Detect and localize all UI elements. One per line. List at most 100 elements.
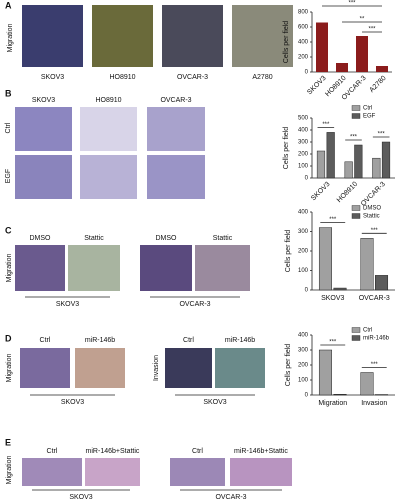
y-tick-label: 200 — [298, 55, 309, 61]
panel-label: D — [5, 333, 12, 343]
bar — [316, 150, 326, 179]
significance-label: ** — [360, 17, 365, 23]
panel-label: C — [5, 225, 12, 235]
bar — [356, 36, 368, 72]
y-tick-label: 400 — [298, 128, 309, 134]
y-tick-label: 100 — [298, 378, 309, 384]
x-tick-label: SKOV3 — [321, 295, 344, 302]
y-tick-label: 200 — [298, 152, 309, 158]
bar — [333, 287, 347, 291]
micrograph — [15, 245, 65, 291]
group-label: SKOV3 — [69, 494, 92, 500]
significance-label: *** — [371, 228, 379, 234]
bar — [375, 275, 389, 291]
y-tick-label: 200 — [298, 363, 309, 369]
micrograph — [85, 458, 140, 486]
y-axis-label: Cells per field — [283, 21, 290, 64]
bar — [316, 22, 328, 72]
row-label: Migration — [7, 24, 14, 53]
legend-swatch — [351, 335, 361, 341]
micrograph — [80, 155, 137, 199]
y-tick-label: 500 — [298, 116, 309, 122]
y-tick-label: 100 — [298, 164, 309, 170]
y-tick-label: 300 — [298, 348, 309, 354]
row-label: EGF — [5, 169, 12, 183]
bar — [333, 394, 347, 396]
micrograph — [80, 107, 137, 151]
micrograph — [232, 5, 293, 67]
image-label: HO8910 — [95, 97, 121, 104]
image-label: miR-146b — [85, 337, 115, 344]
bar — [360, 372, 374, 396]
row-label: Migration — [6, 456, 13, 485]
x-tick-label: Migration — [318, 400, 347, 407]
significance-label: *** — [322, 122, 330, 128]
bar — [326, 132, 335, 179]
y-tick-label: 100 — [298, 268, 309, 274]
legend-label: Stattic — [363, 214, 380, 220]
micrograph — [68, 245, 120, 291]
bar — [381, 141, 391, 179]
micrograph — [165, 348, 212, 388]
x-tick-label: SKOV3 — [310, 181, 332, 203]
micrograph — [20, 348, 70, 388]
y-tick-label: 200 — [298, 249, 309, 255]
y-axis-label: Cells per field — [285, 230, 292, 273]
x-tick-label: OVCAR-3 — [360, 181, 387, 208]
micrograph — [22, 5, 83, 67]
image-label: DMSO — [30, 235, 52, 242]
image-label: SKOV3 — [41, 74, 64, 81]
legend-swatch — [351, 105, 361, 111]
legend-swatch — [351, 213, 361, 219]
y-tick-label: 300 — [298, 140, 309, 146]
group-label: OVCAR-3 — [215, 494, 246, 500]
image-label: miR-146b+Stattic — [86, 448, 140, 455]
image-label: SKOV3 — [32, 97, 55, 104]
image-label: miR-146b+Stattic — [234, 448, 288, 455]
image-label: Ctrl — [192, 448, 203, 455]
legend-label: EGF — [363, 114, 376, 120]
bar — [318, 349, 333, 396]
panel-label: E — [5, 437, 11, 447]
significance-label: *** — [371, 362, 379, 368]
y-tick-label: 300 — [298, 229, 309, 235]
row-label: Migration — [6, 354, 13, 383]
image-label: Ctrl — [47, 448, 58, 455]
y-tick-label: 0 — [305, 70, 309, 76]
image-label: DMSO — [156, 235, 178, 242]
micrograph — [75, 348, 125, 388]
bar — [372, 157, 381, 179]
panel-label: A — [5, 0, 12, 10]
group-label: SKOV3 — [203, 399, 226, 406]
micrograph — [15, 155, 72, 199]
image-label: A2780 — [252, 74, 272, 81]
legend-label: DMSO — [363, 206, 381, 212]
image-label: miR-146b — [225, 337, 255, 344]
group-label: SKOV3 — [61, 399, 84, 406]
legend-swatch — [351, 327, 361, 333]
significance-label: *** — [329, 217, 337, 223]
image-label: OVCAR-3 — [177, 74, 208, 81]
bar — [318, 227, 333, 291]
micrograph — [230, 458, 292, 486]
significance-label: *** — [378, 132, 386, 138]
bar — [336, 63, 348, 72]
panel-label: B — [5, 88, 12, 98]
micrograph — [147, 107, 205, 151]
row-label: Migration — [6, 254, 13, 283]
significance-label: *** — [348, 1, 356, 7]
micrograph — [92, 5, 153, 67]
y-axis-label: Cells per field — [285, 344, 292, 387]
bar — [360, 238, 374, 291]
micrograph — [215, 348, 265, 388]
micrograph — [162, 5, 223, 67]
legend-label: Ctrl — [363, 106, 372, 112]
bar — [344, 161, 353, 179]
x-tick-label: Invasion — [361, 400, 387, 407]
y-tick-label: 400 — [298, 40, 309, 46]
image-label: Ctrl — [183, 337, 194, 344]
image-label: Ctrl — [40, 337, 51, 344]
legend-swatch — [351, 113, 361, 119]
x-tick-label: OVCAR-3 — [359, 295, 390, 302]
